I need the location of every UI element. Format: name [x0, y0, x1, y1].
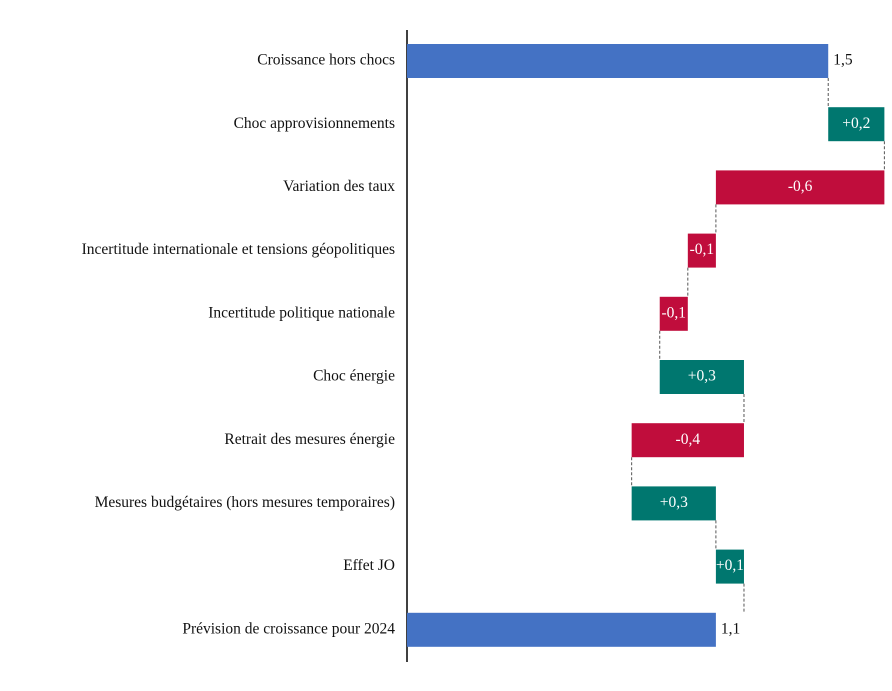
category-label: Retrait des mesures énergie — [224, 431, 395, 448]
value-label: -0,4 — [676, 431, 701, 448]
value-label: 1,5 — [833, 52, 853, 69]
bar — [407, 612, 716, 647]
value-label: +0,1 — [716, 557, 744, 574]
category-label: Prévision de croissance pour 2024 — [182, 620, 395, 637]
value-label: -0,1 — [661, 304, 686, 321]
value-label: -0,6 — [788, 178, 813, 195]
bar — [407, 44, 829, 78]
bar — [715, 170, 885, 205]
value-label: +0,3 — [688, 368, 716, 385]
category-label: Incertitude politique nationale — [208, 304, 395, 321]
bar — [631, 423, 744, 458]
category-label: Effet JO — [343, 557, 395, 574]
bar — [828, 107, 885, 142]
category-label: Croissance hors chocs — [257, 52, 395, 69]
value-label: 1,1 — [721, 620, 740, 637]
category-label: Choc approvisionnements — [234, 115, 395, 132]
value-label: +0,3 — [660, 494, 688, 511]
bar — [631, 486, 716, 521]
bar — [659, 360, 744, 394]
category-label: Variation des taux — [283, 178, 395, 195]
category-label: Incertitude internationale et tensions g… — [82, 241, 395, 258]
value-label: +0,2 — [842, 115, 870, 132]
category-label: Choc énergie — [313, 368, 395, 385]
category-label: Mesures budgétaires (hors mesures tempor… — [95, 494, 395, 511]
bar — [687, 233, 716, 268]
bar — [659, 296, 688, 331]
bar — [715, 549, 744, 584]
value-label: -0,1 — [690, 241, 715, 258]
